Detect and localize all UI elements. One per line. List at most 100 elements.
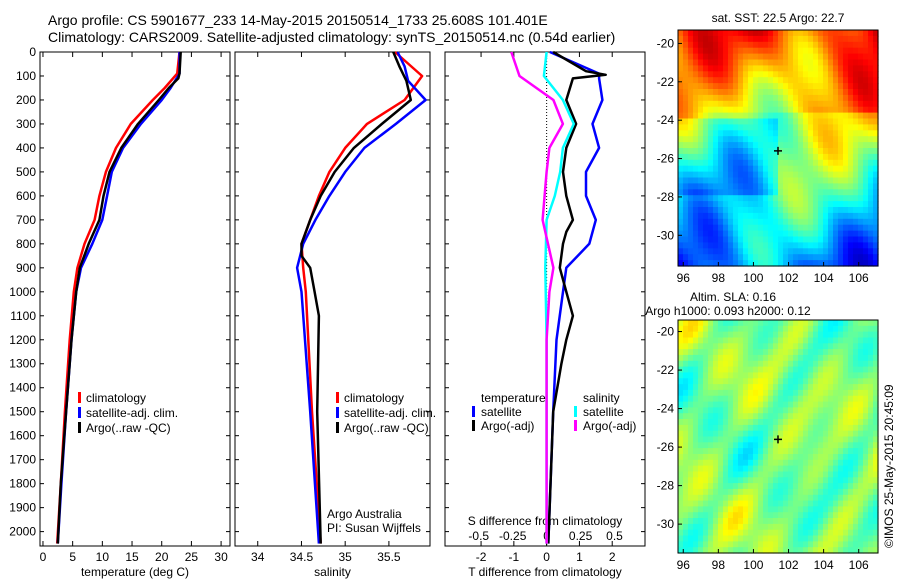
map-cell	[728, 183, 734, 190]
map-cell	[678, 100, 684, 108]
map-cell	[733, 512, 739, 519]
map-cell	[758, 471, 764, 478]
map-cell	[748, 41, 754, 49]
map-cell	[703, 337, 709, 344]
map-cell	[753, 65, 759, 72]
map-cell	[738, 424, 744, 432]
map-cell	[763, 523, 769, 531]
map-cell	[748, 413, 754, 420]
map-cell	[718, 320, 724, 327]
map-cell	[873, 112, 879, 120]
map-cell	[783, 372, 789, 379]
map-cell	[828, 142, 834, 149]
map-cell	[803, 136, 809, 143]
map-cell	[773, 343, 779, 350]
map-cell	[758, 349, 764, 356]
map-cell	[853, 465, 859, 472]
map-cell	[713, 142, 719, 149]
map-cell	[828, 212, 834, 220]
map-cell	[793, 424, 799, 432]
map-cell	[758, 384, 764, 391]
map-cell	[788, 343, 794, 350]
map-cell	[798, 260, 804, 267]
map-cell	[743, 41, 749, 49]
map-cell	[728, 30, 734, 37]
map-cell	[798, 159, 804, 167]
map-cell	[758, 242, 764, 249]
map-cell	[843, 419, 849, 426]
map-cell	[768, 77, 774, 84]
map-cell	[773, 354, 779, 362]
map-cell	[723, 212, 729, 220]
map-cell	[743, 430, 749, 438]
map-cell	[833, 477, 839, 484]
map-cell	[833, 337, 839, 344]
map-cell	[848, 41, 854, 49]
map-cell	[763, 159, 769, 167]
map-cell	[838, 483, 844, 490]
map-cell	[753, 148, 759, 155]
map-cell	[788, 189, 794, 196]
map-cell	[743, 325, 749, 333]
map-cell	[743, 260, 749, 267]
map-cell	[838, 77, 844, 84]
map-cell	[733, 248, 739, 255]
map-cell	[838, 142, 844, 149]
map-cell	[858, 83, 864, 90]
map-cell	[693, 384, 699, 391]
map-cell	[778, 459, 784, 467]
map-cell	[868, 83, 874, 90]
map-cell	[693, 378, 699, 385]
map-cell	[863, 395, 869, 403]
map-cell	[793, 529, 799, 537]
map-cell	[768, 148, 774, 155]
map-cell	[813, 100, 819, 108]
map-cell	[678, 354, 684, 362]
map-cell	[863, 506, 869, 513]
map-cell	[718, 218, 724, 226]
map-cell	[678, 171, 684, 179]
map-cell	[703, 366, 709, 373]
map-cell	[743, 153, 749, 161]
map-cell	[703, 224, 709, 232]
map-cell	[873, 124, 879, 131]
map-cell	[838, 541, 844, 548]
map-cell	[853, 201, 859, 208]
map-cell	[718, 442, 724, 449]
map-cell	[843, 118, 849, 125]
map-cell	[713, 71, 719, 78]
map-cell	[723, 407, 729, 414]
map-cell	[718, 541, 724, 548]
map-cell	[793, 459, 799, 467]
map-cell	[778, 518, 784, 525]
map-cell	[838, 242, 844, 249]
map-cell	[828, 448, 834, 455]
map-cell	[693, 518, 699, 525]
map-cell	[818, 224, 824, 232]
map-cell	[848, 366, 854, 373]
map-cell	[683, 35, 689, 43]
map-cell	[858, 224, 864, 232]
map-cell	[813, 254, 819, 261]
map-cell	[873, 260, 879, 267]
map-cell	[758, 94, 764, 102]
map-cell	[748, 77, 754, 84]
map-cell	[828, 512, 834, 519]
map-cell	[818, 201, 824, 208]
map-cell	[798, 494, 804, 502]
map-cell	[843, 354, 849, 362]
map-cell	[778, 153, 784, 161]
map-cell	[788, 77, 794, 84]
lon-tick-label: 98	[712, 558, 726, 572]
legend-swatch	[336, 422, 339, 433]
map-cell	[833, 331, 839, 338]
map-cell	[858, 207, 864, 214]
map-cell	[863, 494, 869, 502]
map-cell	[768, 165, 774, 173]
map-cell	[813, 413, 819, 420]
map-cell	[813, 547, 819, 554]
map-cell	[723, 248, 729, 255]
map-cell	[823, 189, 829, 196]
legend-swatch	[78, 407, 81, 418]
map-cell	[873, 331, 879, 338]
